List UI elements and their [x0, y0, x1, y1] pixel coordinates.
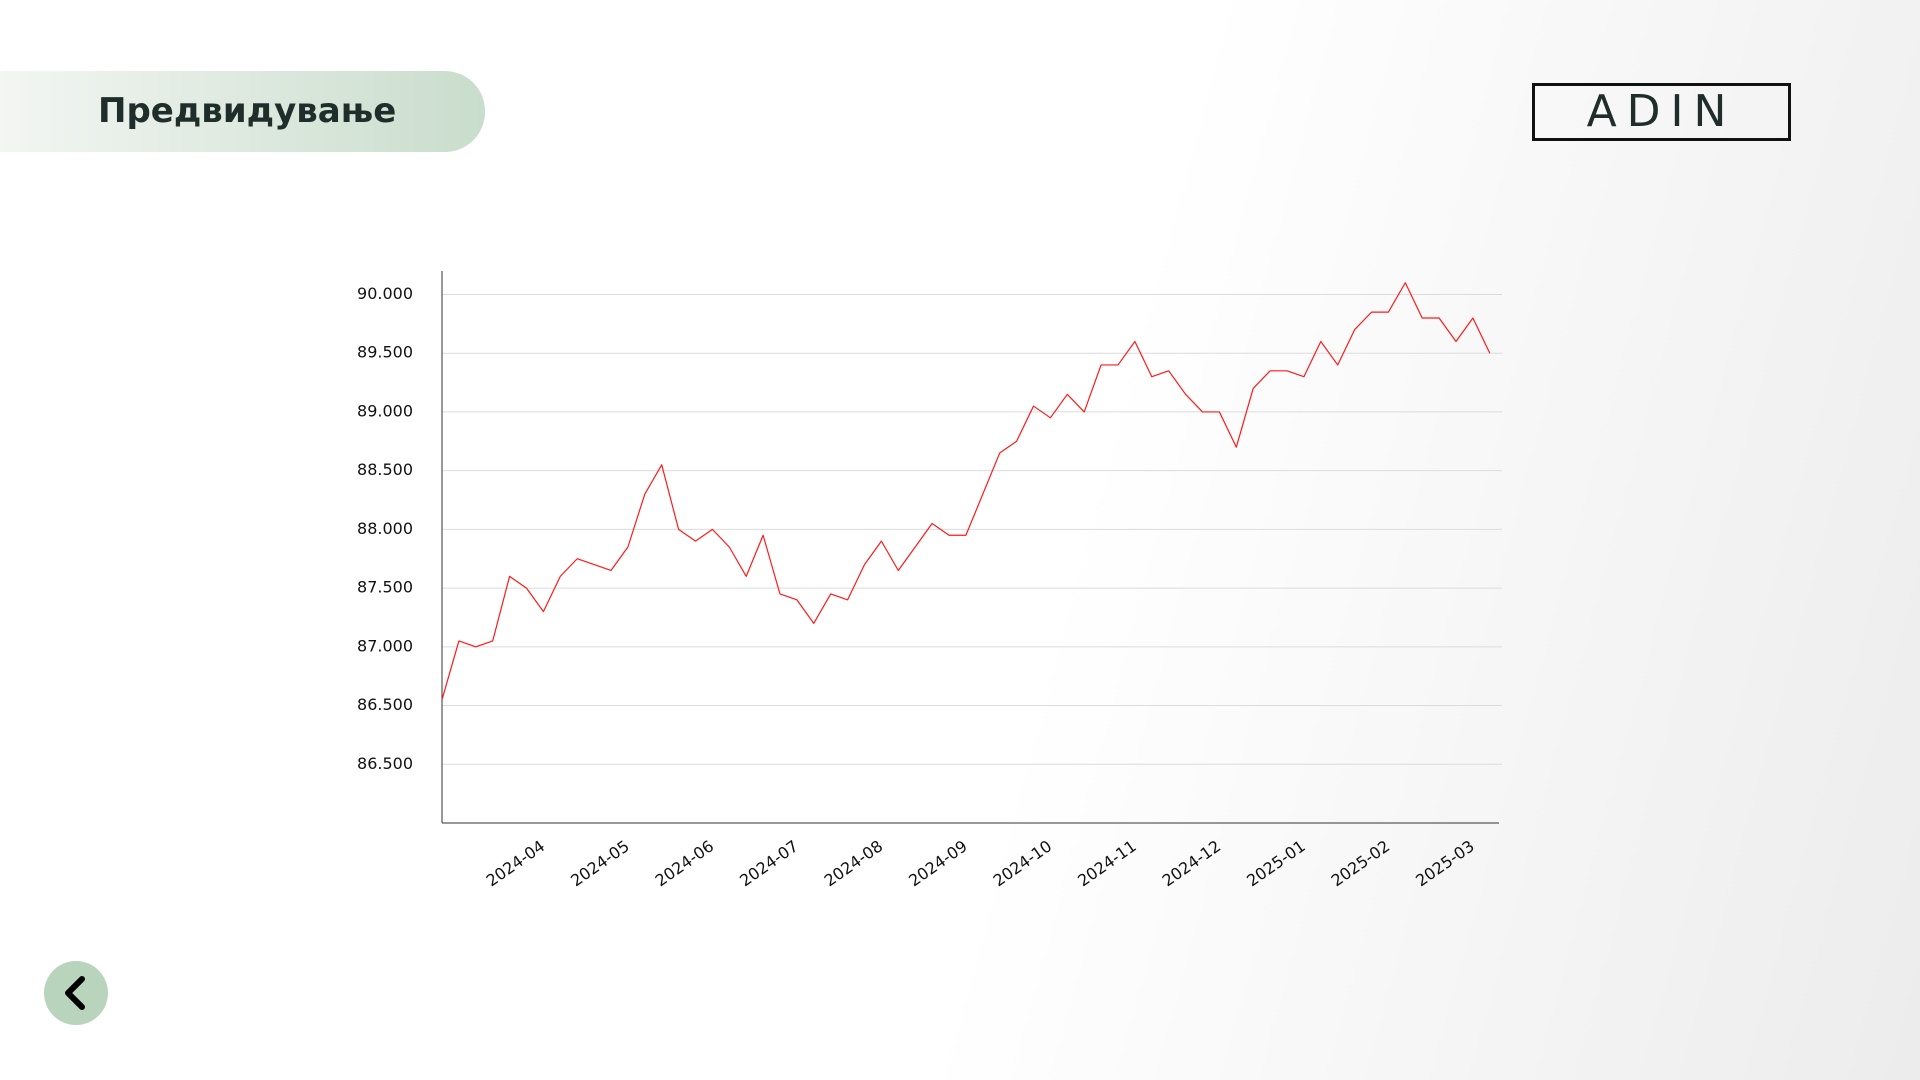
x-tick-label: 2024-09 [905, 836, 971, 890]
x-tick-label: 2025-01 [1243, 836, 1309, 890]
y-tick-label: 86.500 [357, 695, 413, 714]
x-tick-label: 2024-05 [567, 836, 633, 890]
y-tick-label: 90.000 [357, 284, 413, 303]
y-tick-label: 89.500 [357, 343, 413, 362]
page-title: Предвидување [98, 91, 397, 131]
back-icon [65, 976, 85, 1010]
back-button[interactable] [44, 961, 108, 1025]
chart: 90.000 89.500 89.000 88.500 88.000 87.500 87.0… [357, 271, 1502, 890]
logo: ADIN [1532, 83, 1791, 141]
x-tick-label: 2024-12 [1159, 836, 1225, 890]
y-tick-label: 88.000 [357, 519, 413, 538]
y-tick-label: 86.500 [357, 754, 413, 773]
x-tick-label: 2025-03 [1412, 836, 1478, 890]
x-tick-label: 2024-07 [736, 836, 802, 890]
y-tick-label: 88.500 [357, 460, 413, 479]
x-tick-label: 2024-10 [990, 836, 1056, 890]
x-tick-label: 2024-11 [1074, 836, 1140, 890]
x-tick-label: 2024-08 [821, 836, 887, 890]
y-tick-label: 89.000 [357, 401, 413, 420]
data-line [441, 282, 1491, 700]
y-tick-label: 87.500 [357, 578, 413, 597]
header-pill: Предвидување [0, 71, 485, 152]
x-tick-label: 2024-06 [652, 836, 718, 890]
y-tick-label: 87.000 [357, 636, 413, 655]
x-tick-label: 2024-04 [483, 836, 549, 890]
x-tick-label: 2025-02 [1328, 836, 1394, 890]
